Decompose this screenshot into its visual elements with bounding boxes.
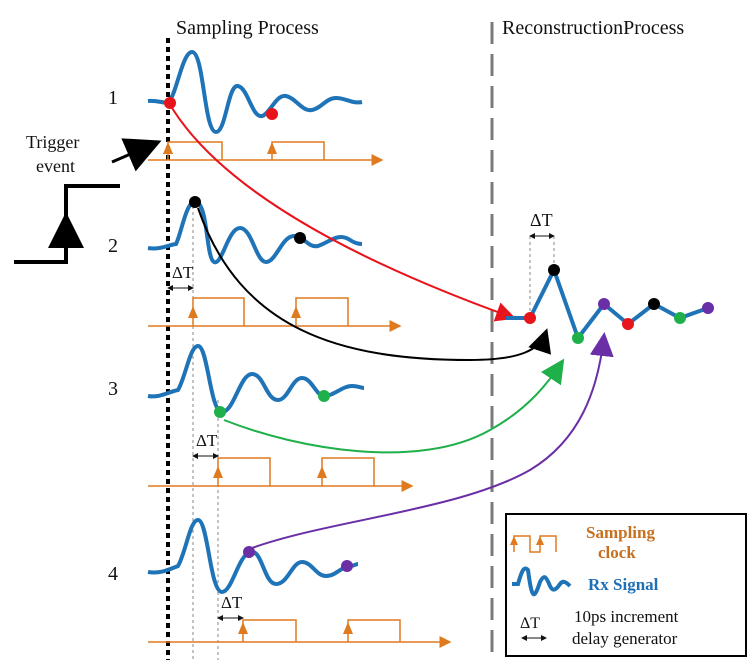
- sample-point-row-4: [243, 546, 255, 558]
- recon-point-green-1: [572, 332, 584, 344]
- legend-delta-label: ΔT: [520, 615, 540, 632]
- rx-signal-row-1: [147, 49, 363, 135]
- reconstruction-delay-label: ΔT: [530, 210, 553, 230]
- clock-pulses-row-3: [217, 457, 375, 486]
- legend-delay-line2: delay generator: [572, 629, 678, 648]
- mapping-arrow-red: [171, 107, 516, 322]
- legend-sampling-line2: clock: [598, 543, 636, 562]
- row-label-2: 2: [108, 235, 118, 257]
- recon-point-black-1: [548, 264, 560, 276]
- trigger-label-line2: event: [36, 156, 75, 176]
- legend-box: [505, 513, 747, 657]
- clock-pulses-row-1: [167, 141, 325, 160]
- recon-point-purple-2: [702, 302, 714, 314]
- next-sample-point-row-1: [266, 108, 278, 120]
- row-label-4: 4: [108, 563, 118, 585]
- sample-point-row-3: [214, 406, 226, 418]
- recon-point-red-1: [524, 312, 536, 324]
- delay-label-row-2: ΔT: [172, 263, 194, 282]
- row-label-1: 1: [108, 87, 118, 109]
- sample-point-row-2: [189, 196, 201, 208]
- mapping-arrow-black: [197, 207, 552, 362]
- legend-delay-line1: 10ps increment: [574, 607, 679, 626]
- mapping-arrow-green: [223, 358, 565, 454]
- mapping-arrow-purple: [251, 332, 614, 549]
- delay-label-row-4: ΔT: [221, 593, 243, 612]
- legend-clock-icon: [513, 535, 557, 553]
- next-sample-point-row-2: [294, 232, 306, 244]
- legend-sampling-line1: Sampling: [586, 523, 655, 542]
- legend-clock-arrows: [510, 536, 544, 545]
- rx-signal-row-2: [147, 200, 363, 265]
- sample-point-row-1: [164, 97, 176, 109]
- recon-point-purple-1: [598, 298, 610, 310]
- clock-pulses-row-4: [242, 619, 401, 642]
- trigger-pointer-arrow: [111, 138, 162, 172]
- row-label-3: 3: [108, 378, 118, 400]
- reconstruction-heading: ReconstructionProcess: [502, 17, 684, 39]
- rx-signal-row-3: [147, 343, 365, 415]
- clock-edge-arrows-row-1: [163, 142, 277, 154]
- sampling-heading: Sampling Process: [176, 17, 319, 39]
- recon-point-black-2: [648, 298, 660, 310]
- next-sample-point-row-4: [341, 560, 353, 572]
- recon-point-green-2: [674, 312, 686, 324]
- trigger-label-line1: Trigger: [26, 132, 79, 152]
- recon-point-red-2: [622, 318, 634, 330]
- legend-rx-signal: Rx Signal: [588, 575, 659, 594]
- next-sample-point-row-3: [318, 390, 330, 402]
- delay-label-row-3: ΔT: [196, 431, 218, 450]
- legend-signal-icon: [512, 566, 572, 597]
- rx-signal-row-4: [147, 517, 359, 595]
